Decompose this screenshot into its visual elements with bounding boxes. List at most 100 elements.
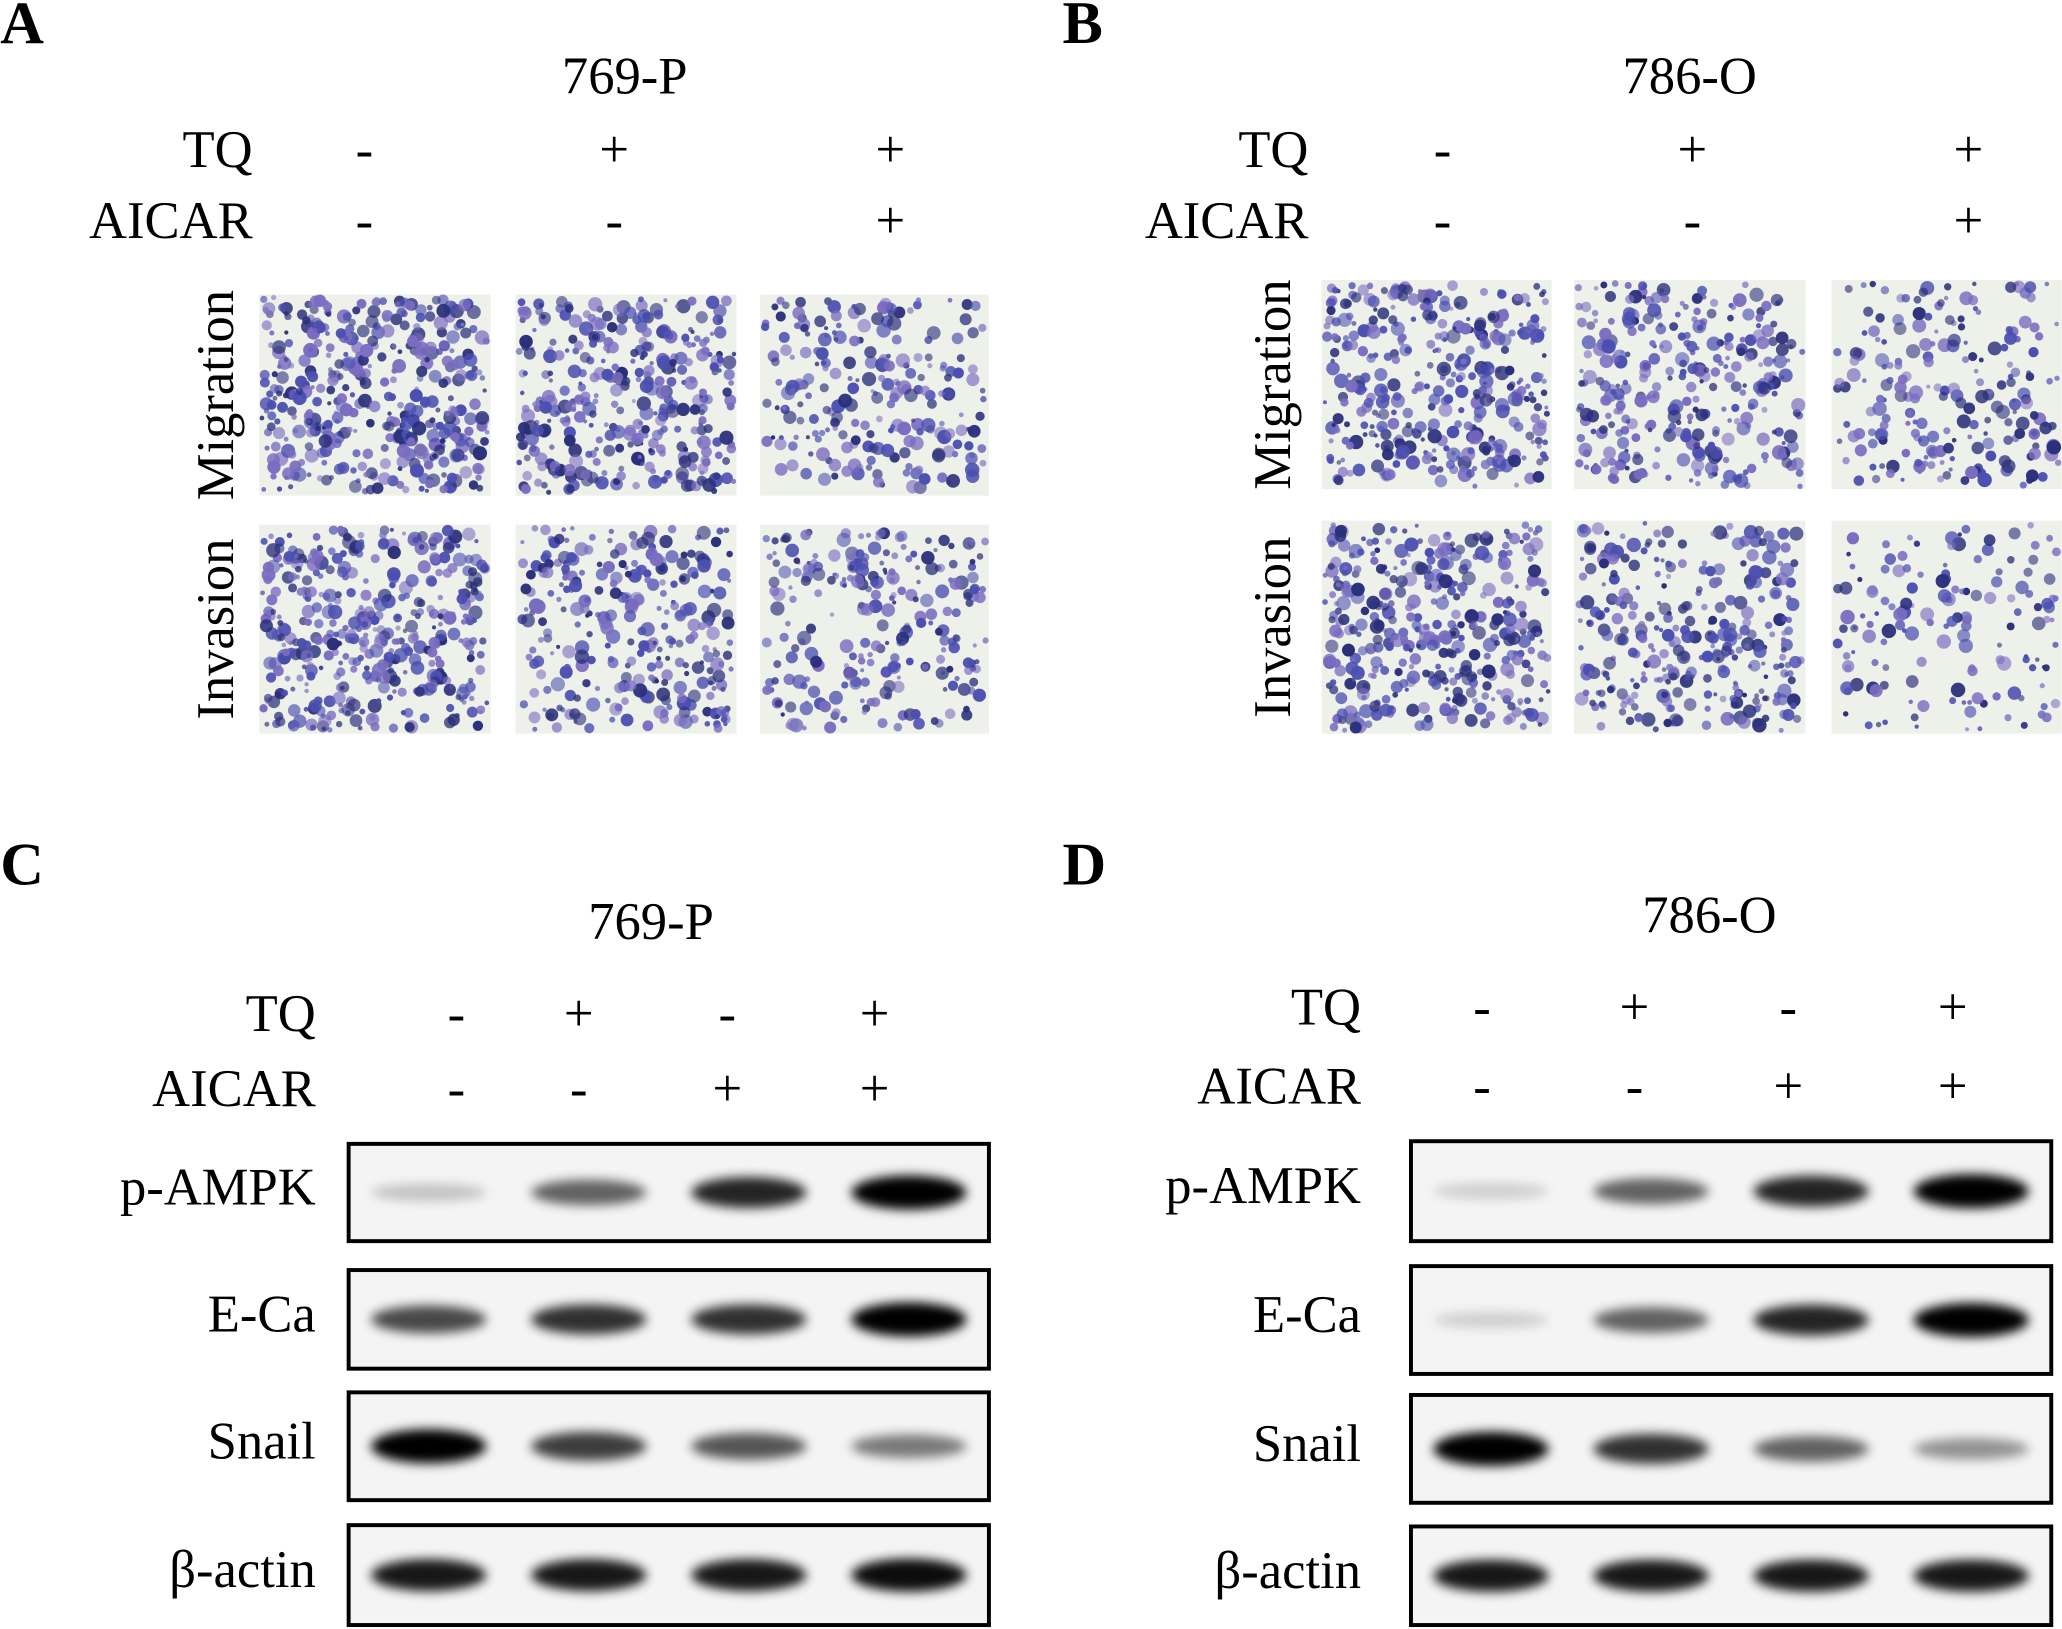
cell: [1420, 437, 1425, 442]
cell: [474, 538, 479, 544]
cell: [462, 527, 476, 541]
cell: [333, 631, 340, 638]
cell: [259, 397, 273, 411]
cell: [306, 472, 312, 478]
cell: [308, 699, 322, 713]
cell: [1777, 527, 1790, 540]
cell: [1719, 618, 1730, 630]
cell: [410, 609, 418, 617]
cell: [431, 453, 438, 459]
cell: [1973, 555, 1982, 564]
cell: [260, 590, 265, 596]
cell: [656, 324, 672, 339]
cell: [1910, 713, 1919, 722]
cell: [1962, 356, 1970, 364]
cell: [1579, 556, 1585, 562]
cell: [435, 568, 443, 577]
cell: [1371, 709, 1383, 721]
cell: [1348, 330, 1360, 341]
cell: [886, 316, 902, 331]
cell: [728, 379, 735, 386]
cell: [358, 393, 372, 408]
cell: [1680, 625, 1690, 635]
cell: [521, 342, 530, 351]
cell: [458, 638, 464, 644]
cell: [1415, 562, 1428, 575]
cell: [762, 685, 772, 696]
cell: [588, 533, 596, 541]
cell: [1516, 380, 1521, 385]
cell: [761, 322, 770, 332]
cell: [1427, 676, 1438, 687]
cell: [532, 327, 537, 333]
cell: [1508, 454, 1521, 468]
cell: [701, 446, 712, 458]
cell: [639, 406, 654, 421]
cell: [466, 706, 478, 718]
cell: [1626, 537, 1642, 553]
condition-mark: -: [570, 1060, 588, 1118]
cell: [1758, 538, 1767, 547]
cell: [1875, 428, 1888, 441]
band: [1913, 1302, 2029, 1338]
cell: [861, 371, 877, 387]
cell: [1676, 419, 1682, 426]
cell: [1730, 304, 1737, 311]
cell: [288, 583, 298, 593]
cell: [1627, 326, 1637, 337]
cell: [1576, 406, 1583, 413]
cell: [1406, 670, 1421, 684]
cell: [409, 389, 423, 403]
cell: [1781, 457, 1793, 469]
cell: [301, 575, 313, 586]
cell: [396, 480, 405, 489]
cell: [1397, 290, 1409, 302]
cell: [593, 393, 599, 398]
cell: [1763, 356, 1774, 367]
cell: [608, 528, 615, 535]
cell: [1703, 673, 1712, 683]
cell: [563, 585, 571, 594]
cell: [2044, 281, 2050, 287]
cell: [1385, 642, 1394, 651]
cell: [406, 437, 416, 446]
cell: [1860, 282, 1867, 289]
cell: [607, 657, 619, 669]
cell: [636, 649, 645, 657]
cell: [1885, 469, 1895, 479]
cell: [439, 437, 446, 444]
cell: [270, 441, 281, 452]
cell: [1328, 363, 1340, 375]
cell: [916, 617, 927, 628]
cell: [1497, 289, 1504, 295]
cell: [1416, 643, 1421, 649]
cell: [594, 585, 604, 595]
cell: [1920, 607, 1935, 622]
cell: [1454, 420, 1462, 428]
cell: [1516, 329, 1524, 336]
cell: [1620, 553, 1630, 563]
cell: [897, 421, 912, 436]
cell: [437, 594, 444, 601]
condition-mark: -: [1473, 978, 1491, 1036]
cell: [1479, 592, 1487, 599]
cell: [1593, 285, 1599, 291]
cell: [540, 524, 551, 536]
cell: [966, 373, 980, 387]
cell: [1370, 673, 1377, 680]
cell: [1876, 394, 1885, 404]
cell: [1325, 297, 1336, 308]
cell: [1674, 352, 1690, 367]
cell: [1599, 702, 1607, 710]
cell: [659, 534, 673, 549]
cell: [1340, 398, 1349, 407]
condition-mark: -: [719, 985, 737, 1043]
cell: [2008, 527, 2021, 540]
cell: [1893, 607, 1908, 622]
cell: [935, 584, 950, 599]
cell: [259, 369, 270, 381]
cell: [1457, 371, 1466, 381]
cell: [1446, 712, 1459, 725]
cell: [1781, 615, 1788, 623]
cell: [1764, 621, 1773, 630]
